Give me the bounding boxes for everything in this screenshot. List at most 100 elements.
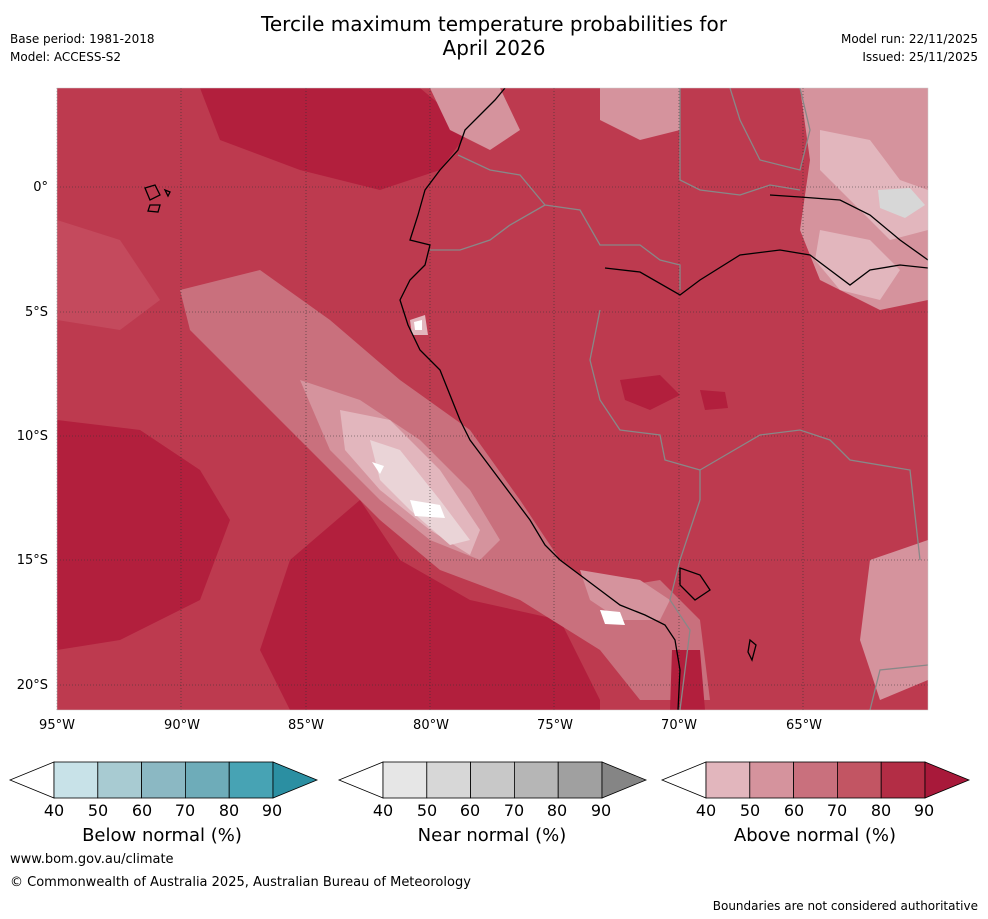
amazon-river — [604, 249, 928, 296]
near-tick-70: 70 — [503, 801, 525, 820]
near-swatch-50 — [426, 761, 471, 799]
colorbar-near-normal — [337, 761, 648, 799]
galapagos-1 — [144, 184, 161, 201]
colorbar-below-normal — [8, 761, 319, 799]
light-zone-venezuela — [600, 88, 680, 140]
below-swatch-80 — [228, 761, 274, 799]
orinoco-river — [769, 194, 928, 261]
lon-label-70w: 70°W — [661, 718, 697, 733]
issued-date: Issued: 25/11/2025 — [862, 50, 978, 64]
near-tick-90: 90 — [590, 801, 612, 820]
border-peru-brazil — [589, 309, 701, 500]
border-guyana — [729, 88, 811, 171]
near-swatch-60 — [470, 761, 515, 799]
lat-label-5s: 5°S — [24, 305, 48, 320]
near-extend-low — [337, 761, 384, 799]
country-borders — [430, 88, 928, 710]
lighter-zone-east — [815, 230, 900, 300]
grey-patch-ne — [878, 188, 925, 218]
below-swatch-70 — [184, 761, 230, 799]
above-swatch-50 — [749, 761, 794, 799]
near-tick-50: 50 — [416, 801, 438, 820]
colorbar-above-normal — [660, 761, 971, 799]
pacific-coastline — [399, 88, 681, 710]
lon-label-80w: 80°W — [413, 718, 449, 733]
galapagos-2 — [147, 204, 161, 213]
below-swatch-50 — [97, 761, 143, 799]
meta-left: Base period: 1981-2018 Model: ACCESS-S2 — [10, 30, 155, 66]
white-patch-1 — [410, 500, 445, 518]
above-swatch-40 — [705, 761, 751, 799]
near-swatch-70 — [514, 761, 559, 799]
above-tick-90: 90 — [913, 801, 935, 820]
model-name: Model: ACCESS-S2 — [10, 50, 122, 64]
above-tick-60: 60 — [783, 801, 805, 820]
below-tick-80: 80 — [218, 801, 240, 820]
lat-label-10s: 10°S — [16, 429, 48, 444]
lon-label-65w: 65°W — [786, 718, 822, 733]
dark-zone-west — [57, 420, 230, 650]
graticule — [56, 88, 928, 710]
above-extend-low — [660, 761, 707, 799]
map-title: Tercile maximum temperature probabilitie… — [0, 12, 988, 60]
border-ecuador — [430, 204, 546, 251]
below-tick-60: 60 — [131, 801, 153, 820]
base-period: Base period: 1981-2018 — [10, 32, 155, 46]
white-patch-2 — [372, 462, 384, 474]
lat-label-15s: 15°S — [16, 553, 48, 568]
mid-zone-west — [57, 220, 160, 330]
galapagos-3 — [163, 188, 171, 198]
lat-label-20s: 20°S — [16, 678, 48, 693]
border-bolivia-brazil — [699, 429, 921, 561]
below-swatch-40 — [53, 761, 99, 799]
white-patch-south — [600, 610, 625, 625]
above-swatch-60 — [793, 761, 838, 799]
lon-label-90w: 90°W — [164, 718, 200, 733]
near-extend-high — [601, 761, 648, 799]
below-extend-low — [8, 761, 55, 799]
above-swatch-70 — [837, 761, 882, 799]
dark-spot-brazil — [620, 375, 680, 410]
below-tick-90: 90 — [261, 801, 283, 820]
light-band-core — [370, 440, 470, 545]
light-zone-se — [860, 540, 928, 700]
footer-url[interactable]: www.bom.gov.au/climate — [10, 852, 174, 867]
border-venezuela — [679, 88, 801, 196]
dark-zone-north — [200, 88, 470, 190]
below-tick-50: 50 — [87, 801, 109, 820]
below-extend-high — [272, 761, 319, 799]
lon-label-85w: 85°W — [288, 718, 324, 733]
near-tick-80: 80 — [546, 801, 568, 820]
light-patch-south — [580, 570, 670, 620]
above-tick-50: 50 — [739, 801, 761, 820]
above-tick-80: 80 — [870, 801, 892, 820]
colorbar-title-below: Below normal (%) — [82, 825, 242, 846]
light-zone-colombia — [430, 88, 520, 150]
colorbar-title-near: Near normal (%) — [417, 825, 567, 846]
above-tick-70: 70 — [826, 801, 848, 820]
colorbar-title-above: Above normal (%) — [733, 825, 897, 846]
border-paraguay — [869, 664, 928, 710]
footer-copyright: © Commonwealth of Australia 2025, Austra… — [10, 875, 471, 890]
near-swatch-40 — [382, 761, 428, 799]
title-line-1: Tercile maximum temperature probabilitie… — [261, 12, 727, 36]
lat-label-0: 0° — [33, 180, 48, 195]
meta-right: Model run: 22/11/2025 Issued: 25/11/2025 — [841, 30, 978, 66]
model-run: Model run: 22/11/2025 — [840, 32, 978, 46]
white-spot-peru — [414, 320, 422, 330]
above-tick-40: 40 — [695, 801, 717, 820]
footer-disclaimer: Boundaries are not considered authoritat… — [712, 899, 978, 913]
near-tick-40: 40 — [372, 801, 394, 820]
dark-spot-brazil-2 — [700, 390, 728, 410]
below-tick-40: 40 — [43, 801, 65, 820]
lon-label-75w: 75°W — [537, 718, 573, 733]
above-swatch-80 — [880, 761, 926, 799]
small-lake — [747, 638, 757, 662]
map-frame — [56, 87, 929, 711]
lake-titicaca — [679, 567, 711, 601]
above-extend-high — [924, 761, 971, 799]
below-swatch-60 — [141, 761, 186, 799]
border-colombia-peru — [457, 154, 681, 290]
